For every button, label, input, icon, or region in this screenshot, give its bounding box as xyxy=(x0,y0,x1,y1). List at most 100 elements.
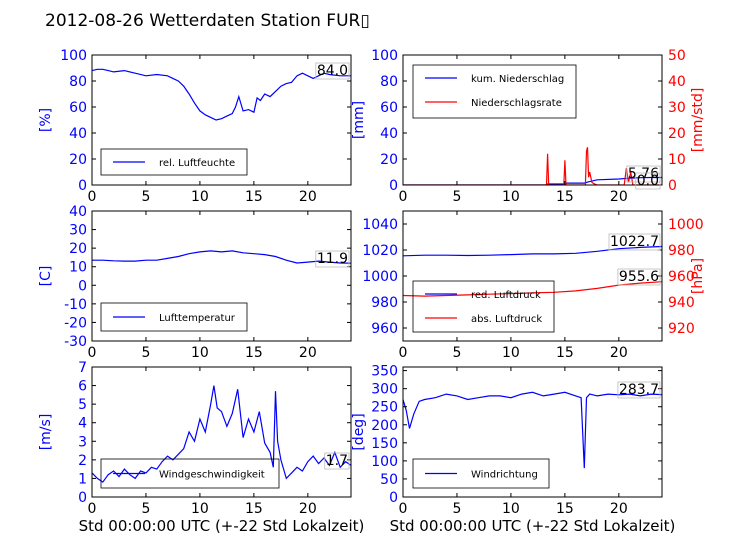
legend-entry: Windgeschwindigkeit xyxy=(159,470,265,481)
legend-box xyxy=(412,280,555,333)
legend-entry: abs. Luftdruck xyxy=(471,314,542,325)
x-tick-label: 10 xyxy=(502,501,520,517)
y-tick-label: 300 xyxy=(371,382,398,398)
y-tick-label: 0 xyxy=(78,490,87,506)
y-tick-label: 100 xyxy=(371,454,398,470)
y-axis-label: [C] xyxy=(38,266,54,287)
x-tick-label: 15 xyxy=(245,501,263,517)
y-tick-label: 20 xyxy=(69,241,87,257)
y-tick-label: 7 xyxy=(78,360,87,376)
y-tick-label: 4 xyxy=(78,416,87,432)
series-line-humidity-0 xyxy=(92,68,351,121)
legend-entry: Windrichtung xyxy=(471,470,538,481)
y2-tick-label: 40 xyxy=(668,74,686,90)
plot-frame xyxy=(91,54,352,186)
y-tick-label: 350 xyxy=(371,364,398,380)
x-tick-label: 15 xyxy=(556,189,574,205)
y2-tick-label: 0 xyxy=(668,178,677,194)
y-tick-label: 960 xyxy=(371,321,398,337)
y-tick-label: 100 xyxy=(60,48,87,64)
annotation-box xyxy=(608,233,661,251)
x-tick-label: 10 xyxy=(502,189,520,205)
annotation-box xyxy=(324,452,350,470)
x-tick-label: 20 xyxy=(610,189,628,205)
last-value-annotation: 0.0 xyxy=(637,173,659,189)
y-axis-label: [mm] xyxy=(351,101,367,139)
x-tick-label: 10 xyxy=(191,189,209,205)
y2-tick-label: 50 xyxy=(668,48,686,64)
x-tick-label: 10 xyxy=(502,345,520,361)
x-tick-label: 0 xyxy=(88,189,97,205)
x-axis-label: Std 00:00:00 UTC (+-22 Std Lokalzeit) xyxy=(390,517,676,535)
y2-axis-label: [hPa] xyxy=(690,258,706,294)
y2-tick-label: 10 xyxy=(668,152,686,168)
last-value-annotation: 1.7 xyxy=(326,453,348,469)
x-tick-label: 20 xyxy=(299,189,317,205)
legend-entry: rel. Luftfeuchte xyxy=(159,158,235,169)
y-tick-label: 0 xyxy=(389,490,398,506)
y-tick-label: 20 xyxy=(69,152,87,168)
x-axis-label: Std 00:00:00 UTC (+-22 Std Lokalzeit) xyxy=(79,517,365,535)
y-tick-label: 980 xyxy=(371,295,398,311)
y2-tick-label: 20 xyxy=(668,126,686,142)
y-tick-label: 40 xyxy=(69,126,87,142)
legend-entry: kum. Niederschlag xyxy=(471,74,564,85)
y-tick-label: 50 xyxy=(380,472,398,488)
x-tick-label: 5 xyxy=(452,501,461,517)
last-value-annotation: 11.9 xyxy=(317,251,348,267)
annotation-box xyxy=(617,381,661,399)
y2-tick-label: 960 xyxy=(668,269,695,285)
y2-tick-label: 980 xyxy=(668,243,695,259)
y-tick-label: -10 xyxy=(64,297,87,313)
legend-box xyxy=(412,458,550,489)
legend-box xyxy=(100,302,248,332)
chart-humidity: 0 5 10 15 20 0 20 40 60 80 100 [%] rel. Luftfeuchte 8… xyxy=(38,48,352,205)
y2-tick-label: 920 xyxy=(668,321,695,337)
y-tick-label: 6 xyxy=(78,379,87,395)
x-tick-label: 15 xyxy=(556,345,574,361)
y-tick-label: 3 xyxy=(78,434,87,450)
legend-box xyxy=(100,458,280,489)
last-value-annotation: 1022.7 xyxy=(610,234,659,250)
chart-temperature: 0 5 10 15 20 -30 -20 -10 0 10 20 30 40 [C] Lufttempera… xyxy=(38,204,352,361)
x-tick-label: 0 xyxy=(399,345,408,361)
last-value-annotation: 84.0 xyxy=(317,63,348,79)
y-tick-label: 60 xyxy=(69,100,87,116)
legend-entry: Lufttemperatur xyxy=(159,313,236,324)
y2-axis-label: [mm/std] xyxy=(690,88,706,153)
y-tick-label: 200 xyxy=(371,418,398,434)
annotation-box xyxy=(617,268,661,286)
y-tick-label: 100 xyxy=(371,48,398,64)
series-line-winddir-0 xyxy=(403,391,662,469)
chart-precip: 0 5 10 15 20 0 20 40 60 80 100 0 10 20 30 40 50 [mm] [mm/s… xyxy=(351,48,706,205)
x-tick-label: 20 xyxy=(299,501,317,517)
y-tick-label: 2 xyxy=(78,453,87,469)
y-tick-label: 10 xyxy=(69,260,87,276)
y-tick-label: 1040 xyxy=(362,217,398,233)
y-tick-label: 20 xyxy=(380,152,398,168)
y-tick-label: 1020 xyxy=(362,243,398,259)
chart-pressure: 0 5 10 15 20 960 980 1000 1020 1040 920 940 960 980 10… xyxy=(362,210,706,361)
plot-frame xyxy=(402,54,663,186)
y-tick-label: -30 xyxy=(64,334,87,350)
x-tick-label: 0 xyxy=(399,501,408,517)
plot-frame xyxy=(91,210,352,342)
y-axis-label: [%] xyxy=(38,108,54,132)
y-axis-label: [deg] xyxy=(351,413,367,450)
x-tick-label: 20 xyxy=(610,501,628,517)
annotation-box xyxy=(315,250,350,268)
x-tick-label: 15 xyxy=(556,501,574,517)
y-tick-label: 0 xyxy=(78,278,87,294)
series-line-windspeed-0 xyxy=(92,385,351,483)
plot-frame xyxy=(402,366,663,498)
plot-frame xyxy=(91,366,352,498)
x-tick-label: 10 xyxy=(191,501,209,517)
annotation-box xyxy=(635,172,661,190)
figure-title: 2012-08-26 Wetterdaten Station FUR▯ xyxy=(45,11,370,31)
x-tick-label: 20 xyxy=(610,345,628,361)
x-tick-label: 0 xyxy=(88,501,97,517)
legend-entry: red. Luftdruck xyxy=(471,290,541,301)
y-tick-label: 40 xyxy=(380,126,398,142)
